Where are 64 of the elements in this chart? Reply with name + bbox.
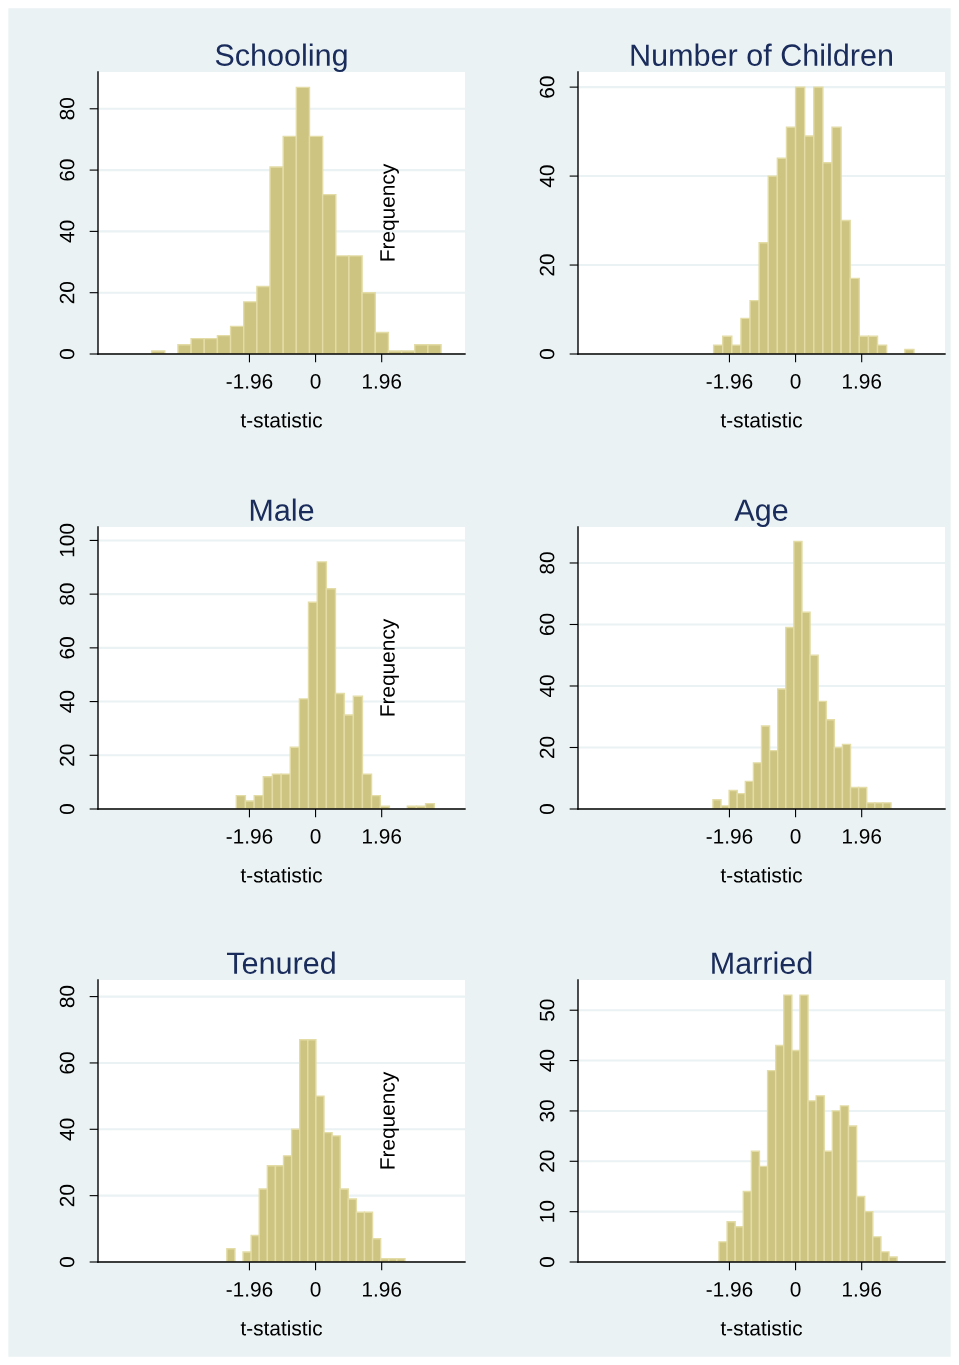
x-axis-title: t-statistic (720, 1320, 803, 1336)
x-axis-title: t-statistic (720, 412, 803, 428)
x-tick-label: -1.96 (226, 373, 273, 389)
x-tick-label: -1.96 (706, 373, 753, 389)
y-tick-label: 40 (59, 690, 75, 713)
y-axis-title: Frequency (380, 618, 399, 716)
y-tick-label: 60 (539, 76, 555, 98)
y-tick-label: 60 (59, 637, 75, 659)
y-axis-title: Frequency (380, 163, 399, 261)
y-tick-label: 0 (59, 1257, 75, 1267)
y-tick-label: 40 (539, 1049, 555, 1072)
y-axis-title: Frequency (380, 1071, 399, 1169)
y-tick-label: 80 (59, 98, 75, 120)
x-tick-label: -1.96 (706, 828, 753, 844)
y-tick-label: 40 (59, 220, 75, 243)
y-tick-label: 40 (59, 1118, 75, 1141)
y-tick-label: 40 (539, 675, 555, 698)
y-tick-label: 0 (539, 349, 555, 359)
x-tick-label: 1.96 (843, 1281, 882, 1297)
y-tick-label: 60 (539, 613, 555, 636)
x-axis-title: t-statistic (240, 412, 323, 428)
x-tick-label: 1.96 (363, 373, 402, 389)
x-tick-label: 0 (790, 1281, 801, 1297)
x-tick-label: -1.96 (226, 828, 273, 844)
x-tick-label: 0 (790, 828, 801, 844)
y-tick-label: 60 (59, 159, 75, 181)
x-tick-label: 1.96 (843, 828, 882, 844)
y-tick-label: 20 (59, 1184, 75, 1207)
x-tick-label: 0 (310, 373, 321, 389)
y-tick-label: 20 (539, 736, 555, 759)
y-tick-label: 100 (59, 523, 75, 557)
y-tick-label: 20 (59, 744, 75, 766)
y-tick-label: 40 (539, 165, 555, 188)
chart-title: Schooling (215, 43, 347, 72)
x-tick-label: 1.96 (363, 1281, 402, 1297)
y-tick-label: 30 (539, 1100, 555, 1122)
y-tick-label: 20 (59, 281, 75, 304)
x-tick-label: -1.96 (226, 1281, 273, 1297)
y-tick-label: 0 (539, 804, 555, 814)
chart-title: Male (250, 498, 314, 521)
chart-title: Number of Children (631, 43, 892, 66)
y-tick-label: 80 (59, 583, 75, 605)
x-axis-title: t-statistic (240, 1320, 323, 1336)
y-tick-label: 50 (539, 999, 555, 1021)
y-tick-label: 80 (539, 552, 555, 574)
y-tick-label: 20 (539, 1150, 555, 1172)
y-tick-label: 80 (59, 985, 75, 1008)
x-tick-label: 1.96 (843, 373, 882, 389)
x-axis-title: t-statistic (720, 867, 803, 883)
y-tick-label: 0 (59, 349, 75, 359)
chart-title: Married (712, 951, 812, 974)
y-tick-label: 0 (539, 1257, 555, 1267)
x-tick-label: 0 (310, 828, 321, 844)
x-tick-label: 0 (790, 373, 801, 389)
chart-title: Age (734, 499, 788, 527)
y-tick-label: 10 (539, 1200, 555, 1222)
x-tick-label: -1.96 (706, 1281, 753, 1297)
x-tick-label: 0 (310, 1281, 321, 1297)
x-tick-label: 1.96 (363, 828, 402, 844)
y-tick-label: 0 (59, 804, 75, 814)
y-tick-label: 60 (59, 1052, 75, 1074)
y-tick-label: 20 (539, 254, 555, 276)
x-axis-title: t-statistic (240, 867, 323, 883)
chart-title: Tenured (226, 951, 335, 974)
